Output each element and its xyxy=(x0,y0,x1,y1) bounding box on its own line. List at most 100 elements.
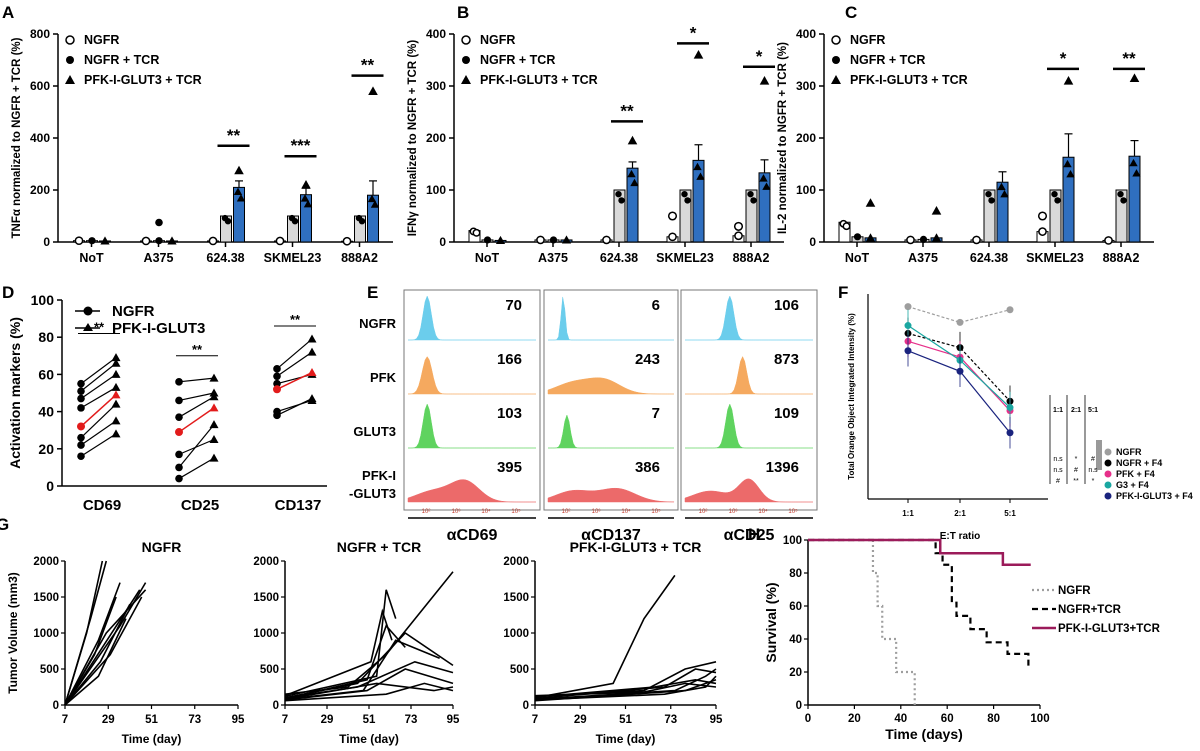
category-label: NoT xyxy=(845,251,870,265)
y-axis-label: Tumor Volume (mm3) xyxy=(6,572,20,694)
panel-label-g: G xyxy=(0,515,9,534)
mean-line xyxy=(80,394,117,428)
data-point xyxy=(88,237,96,245)
legend-label: PFK-I-GLUT3 + F4 xyxy=(1116,491,1193,501)
histogram-curve xyxy=(407,356,536,395)
significance-label: ** xyxy=(361,56,375,75)
outlier-point xyxy=(865,198,876,207)
bar xyxy=(692,159,705,243)
y-axis-label: Survival (%) xyxy=(763,582,779,662)
x-axis-label: Time (day) xyxy=(596,732,656,746)
mean-ngfr-point xyxy=(273,385,281,394)
pair-line xyxy=(80,420,117,446)
panel-label-h: H xyxy=(748,525,760,544)
data-point xyxy=(1000,189,1009,198)
mean-pfk-point xyxy=(209,403,219,412)
y-tick-label: 80 xyxy=(789,568,802,580)
data-point xyxy=(668,232,677,242)
y-tick-label: 500 xyxy=(260,664,279,676)
y-tick-label: 0 xyxy=(796,700,802,712)
histogram-curve xyxy=(685,355,813,395)
legend-marker xyxy=(832,56,840,64)
data-point xyxy=(985,190,992,198)
data-point xyxy=(842,222,851,231)
x-tick-label: 10⁵ xyxy=(788,508,798,515)
data-point xyxy=(1063,159,1072,168)
column-label: αCD137 xyxy=(581,527,641,544)
bar xyxy=(745,189,758,243)
legend-label: NGFR xyxy=(1058,585,1091,597)
data-point xyxy=(1038,227,1047,236)
panel-a-bar-chart: 0 200 400 600 800 TNFα normalized to NGFR + T… xyxy=(11,27,393,265)
subplot-title: NGFR + TCR xyxy=(337,539,421,555)
legend-marker xyxy=(66,56,74,64)
x-tick-label: 51 xyxy=(145,714,158,726)
legend-label: NGFR xyxy=(1116,447,1142,457)
data-point xyxy=(1006,429,1014,437)
tumor-curve xyxy=(534,682,717,697)
data-point xyxy=(141,236,151,246)
sig-cell: # xyxy=(1074,467,1078,474)
ngfr-point xyxy=(175,463,183,472)
sig-header: 2:1 xyxy=(1071,407,1081,414)
panel-label-a: A xyxy=(2,3,14,22)
significance-label: * xyxy=(756,47,763,66)
legend-marker-pfk xyxy=(83,323,93,331)
x-tick-label: 51 xyxy=(363,714,376,726)
data-point xyxy=(904,322,912,330)
data-point xyxy=(472,228,481,237)
category-label: 888A2 xyxy=(733,251,770,265)
outlier-point xyxy=(759,76,770,85)
sig-header: 5:1 xyxy=(1088,407,1098,414)
legend-marker xyxy=(831,35,841,45)
y-tick-label: 2000 xyxy=(33,556,59,568)
histogram-curve xyxy=(548,296,674,341)
panel-d-paired-scatter: 0 20 40 60 80 100 Activation markers (%) CD69 CD… xyxy=(7,292,327,514)
pair-line xyxy=(178,377,215,383)
tumor-curve xyxy=(284,682,454,702)
mean-line xyxy=(178,407,215,433)
legend-marker xyxy=(65,75,75,84)
significance-label: ** xyxy=(620,101,634,120)
legend-label: NGFR+TCR xyxy=(1058,604,1122,616)
outlier-point xyxy=(155,218,163,227)
legend-label: PFK-I-GLUT3 + TCR xyxy=(84,73,202,87)
y-tick-label: 0 xyxy=(273,700,279,712)
pfk-point xyxy=(111,399,121,408)
bar xyxy=(679,189,692,243)
legend-label: G3 + F4 xyxy=(1116,480,1149,490)
x-tick-label: 95 xyxy=(447,714,460,726)
x-axis-label: Time (day) xyxy=(339,732,399,746)
x-tick-label: 10⁵ xyxy=(651,508,661,515)
y-tick-label: 200 xyxy=(796,131,816,145)
y-tick-label: 800 xyxy=(30,27,50,41)
y-tick-label: 0 xyxy=(46,478,54,494)
y-tick-label: 80 xyxy=(38,329,54,345)
x-tick-label: 10⁴ xyxy=(481,508,491,515)
data-point xyxy=(155,237,163,245)
pair-line xyxy=(178,457,215,480)
x-tick-label: 10³ xyxy=(592,509,601,515)
data-point xyxy=(303,199,313,208)
panel-h-survival-curve: 0 20 40 60 80 100 0 20 40 60 80 100 Time (days) Survi… xyxy=(763,535,1161,742)
pfk-point xyxy=(209,420,219,429)
mfi-value: 106 xyxy=(774,297,799,314)
category-label: SKMEL23 xyxy=(1026,251,1084,265)
tumor-curve xyxy=(284,589,397,698)
significance-label: * xyxy=(1060,49,1067,68)
mfi-value: 1396 xyxy=(766,459,799,476)
category-label: NoT xyxy=(475,251,500,265)
subplot-title: PFK-I-GLUT3 + TCR xyxy=(570,539,702,555)
tumor-curve xyxy=(64,582,147,706)
bar xyxy=(626,167,639,243)
pair-line xyxy=(80,362,117,392)
pfk-point xyxy=(307,395,317,404)
series-line xyxy=(907,340,1011,412)
outlier-point xyxy=(1063,76,1074,85)
bar xyxy=(300,194,312,243)
y-axis-label: TNFα normalized to NGFR + TCR (%) xyxy=(11,37,23,238)
outlier-point xyxy=(693,50,704,59)
y-axis-label: IFNγ normalized to NGFR + TCR (%) xyxy=(407,40,419,237)
histogram-curve xyxy=(407,479,536,503)
tumor-curve xyxy=(64,618,127,706)
